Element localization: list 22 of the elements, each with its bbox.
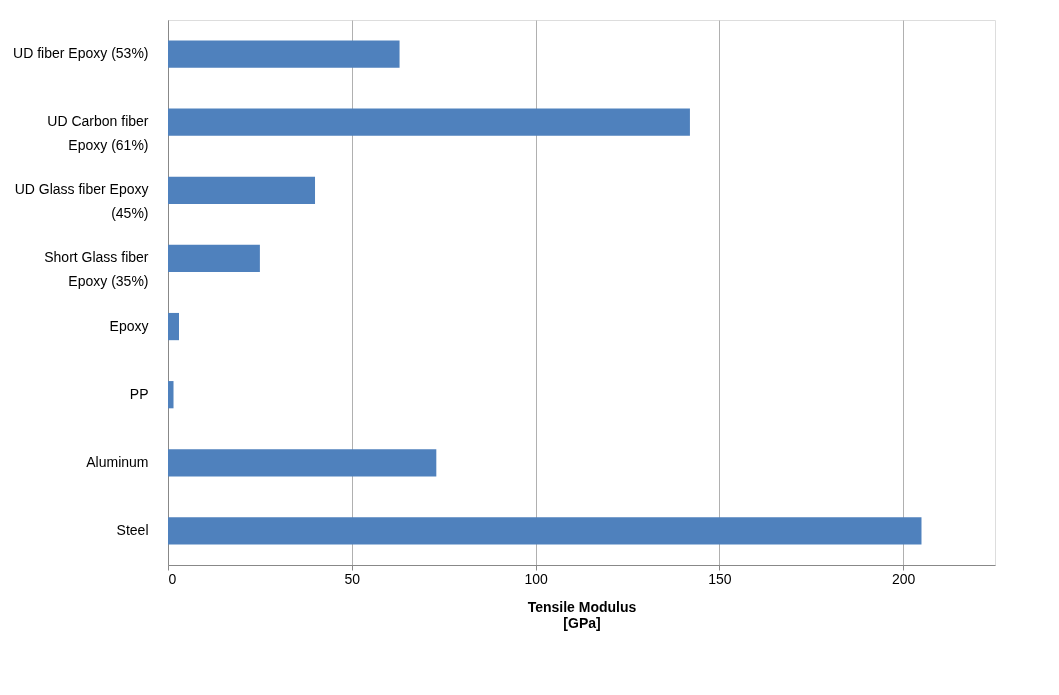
x-tick-label: 200 (891, 570, 916, 587)
y-tick-label: Aluminum (86, 453, 149, 470)
y-tick-label: Steel (116, 521, 149, 538)
y-tick-label: UD fiber Epoxy (53%) (13, 45, 149, 62)
bar (168, 244, 260, 273)
bar (168, 449, 437, 477)
y-tick-label: UD Carbon fiber Epoxy (61%) (47, 113, 149, 154)
bar (168, 517, 922, 545)
bar (168, 312, 180, 341)
y-tick-label: PP (129, 385, 149, 402)
bar (168, 176, 316, 204)
bar (168, 381, 174, 409)
x-tick-label: 50 (344, 570, 361, 587)
x-tick-label: 0 (168, 570, 177, 587)
x-tick-label: 150 (708, 570, 732, 587)
x-axis-title: Tensile Modulus [GPa] (527, 598, 637, 631)
x-tick-label: 100 (524, 570, 548, 587)
y-tick-label: Epoxy (109, 317, 149, 334)
y-tick-label: Short Glass fiber Epoxy (35%) (44, 249, 149, 290)
y-tick-label: UD Glass fiber Epoxy (45%) (14, 181, 149, 222)
bar (168, 40, 400, 68)
bar (168, 108, 690, 136)
